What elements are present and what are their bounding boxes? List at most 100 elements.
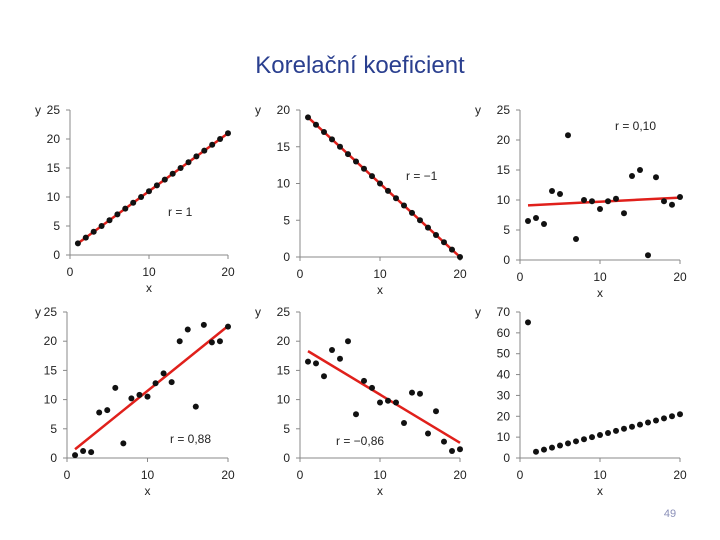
chart-4-trendline (74, 325, 229, 451)
chart-4-y-tick-label: 10 (44, 393, 58, 407)
chart-5-y-tick-label: 10 (277, 393, 291, 407)
chart-4-y-tick-label: 5 (50, 422, 57, 436)
chart-6-point (653, 417, 659, 424)
chart-5-point (369, 384, 375, 391)
chart-1-point (201, 147, 208, 154)
chart-5-point (345, 338, 351, 345)
chart-4-point (88, 449, 95, 456)
chart-5-x-tick-label: 20 (453, 468, 467, 482)
chart-4-point (96, 409, 103, 416)
chart-2-point (457, 254, 463, 260)
chart-3-y-tick-label: 25 (497, 103, 511, 117)
chart-3-point (541, 221, 547, 227)
chart-3-point (597, 206, 603, 212)
chart-4-point (136, 391, 143, 398)
chart-6-y-tick-label: 50 (497, 347, 511, 361)
chart-5-point (329, 346, 335, 353)
chart-1-point (122, 205, 129, 212)
chart-4-y-axis-label: y (35, 305, 41, 319)
chart-5-point (353, 411, 359, 418)
chart-2-point (329, 136, 335, 143)
chart-6-y-tick-label: 60 (497, 326, 511, 340)
chart-4-x-tick-label: 20 (221, 468, 235, 482)
chart-3-point (629, 173, 635, 179)
chart-6-point (661, 415, 667, 422)
chart-2-x-tick-label: 10 (373, 267, 387, 281)
chart-4-point (72, 452, 79, 459)
chart-1-point (185, 159, 192, 166)
chart-3-point (645, 252, 651, 259)
chart-5-y-tick-label: 20 (277, 334, 291, 348)
chart-3-point (669, 201, 675, 208)
chart-6-x-tick-label: 10 (593, 468, 607, 482)
chart-6-point (565, 440, 571, 447)
chart-5-point (425, 430, 431, 437)
chart-6-point (581, 436, 587, 443)
chart-1-y-tick-label: 0 (53, 248, 60, 262)
chart-1-point (193, 153, 200, 160)
chart-6-point (629, 423, 635, 430)
chart-2-point (449, 246, 455, 253)
chart-2-x-axis-label: x (377, 283, 383, 297)
chart-4-point (168, 379, 175, 386)
chart-3-point (557, 191, 563, 197)
chart-6-point (589, 434, 595, 441)
chart-2-y-tick-label: 5 (283, 213, 290, 227)
chart-6-point (613, 427, 619, 434)
chart-5-point (433, 408, 439, 415)
chart-6-y-tick-label: 0 (503, 451, 510, 465)
chart-5-x-axis-label: x (377, 484, 383, 498)
chart-6-point (533, 448, 539, 455)
chart-2-point (441, 239, 447, 246)
chart-4-point (152, 380, 159, 387)
chart-4-point (144, 393, 151, 400)
chart-3-x-tick-label: 10 (593, 270, 607, 284)
chart-6-y-tick-label: 10 (497, 430, 511, 444)
chart-3-x-tick-label: 20 (673, 270, 687, 284)
chart-1-point (177, 165, 184, 171)
chart-3-point (621, 210, 627, 217)
chart-6-point (573, 438, 579, 445)
chart-1-point (161, 176, 168, 183)
chart-4-point (128, 395, 135, 402)
chart-4-y-tick-label: 15 (44, 363, 58, 377)
chart-2-y-tick-label: 20 (277, 103, 291, 117)
chart-6-point (621, 425, 627, 432)
chart-1-point (138, 194, 145, 200)
chart-6-point (597, 432, 603, 439)
chart-3-point (677, 194, 683, 200)
chart-4-x-axis-label: x (145, 484, 151, 498)
slide-title: Korelační koeficient (255, 52, 465, 79)
chart-6-y-tick-label: 70 (497, 305, 511, 319)
chart-3-point (661, 198, 667, 205)
chart-4-point (160, 370, 167, 377)
chart-4-x-tick-label: 10 (141, 468, 155, 482)
chart-1-y-tick-label: 25 (47, 103, 61, 117)
chart-4-y-tick-label: 20 (44, 334, 58, 348)
chart-2-point (417, 217, 423, 224)
chart-1-point (106, 217, 113, 224)
chart-6-point (525, 319, 531, 326)
chart-6-point (645, 419, 651, 426)
chart-5-point (305, 358, 311, 365)
chart-2-point (393, 195, 399, 202)
chart-4-point (192, 403, 199, 410)
chart-3-x-tick-label: 0 (517, 270, 524, 284)
chart-5-point (361, 377, 367, 384)
chart-1-y-axis-label: y (35, 103, 41, 117)
chart-4-x-tick-label: 0 (64, 468, 71, 482)
chart-2-x-tick-label: 20 (453, 267, 467, 281)
chart-2-point (369, 173, 375, 180)
chart-6-y-tick-label: 40 (497, 368, 511, 382)
chart-2-point (345, 151, 351, 158)
chart-5-point (377, 399, 383, 406)
chart-4-annotation: r = 0,88 (170, 432, 211, 446)
chart-3-x-axis-label: x (597, 286, 603, 300)
chart-3-y-tick-label: 5 (503, 223, 510, 237)
chart-1-x-tick-label: 0 (67, 265, 74, 279)
chart-1-y-tick-label: 10 (47, 190, 61, 204)
chart-2-annotation: r = −1 (406, 169, 438, 183)
chart-3-y-tick-label: 20 (497, 133, 511, 147)
chart-1-y-tick-label: 20 (47, 132, 61, 146)
